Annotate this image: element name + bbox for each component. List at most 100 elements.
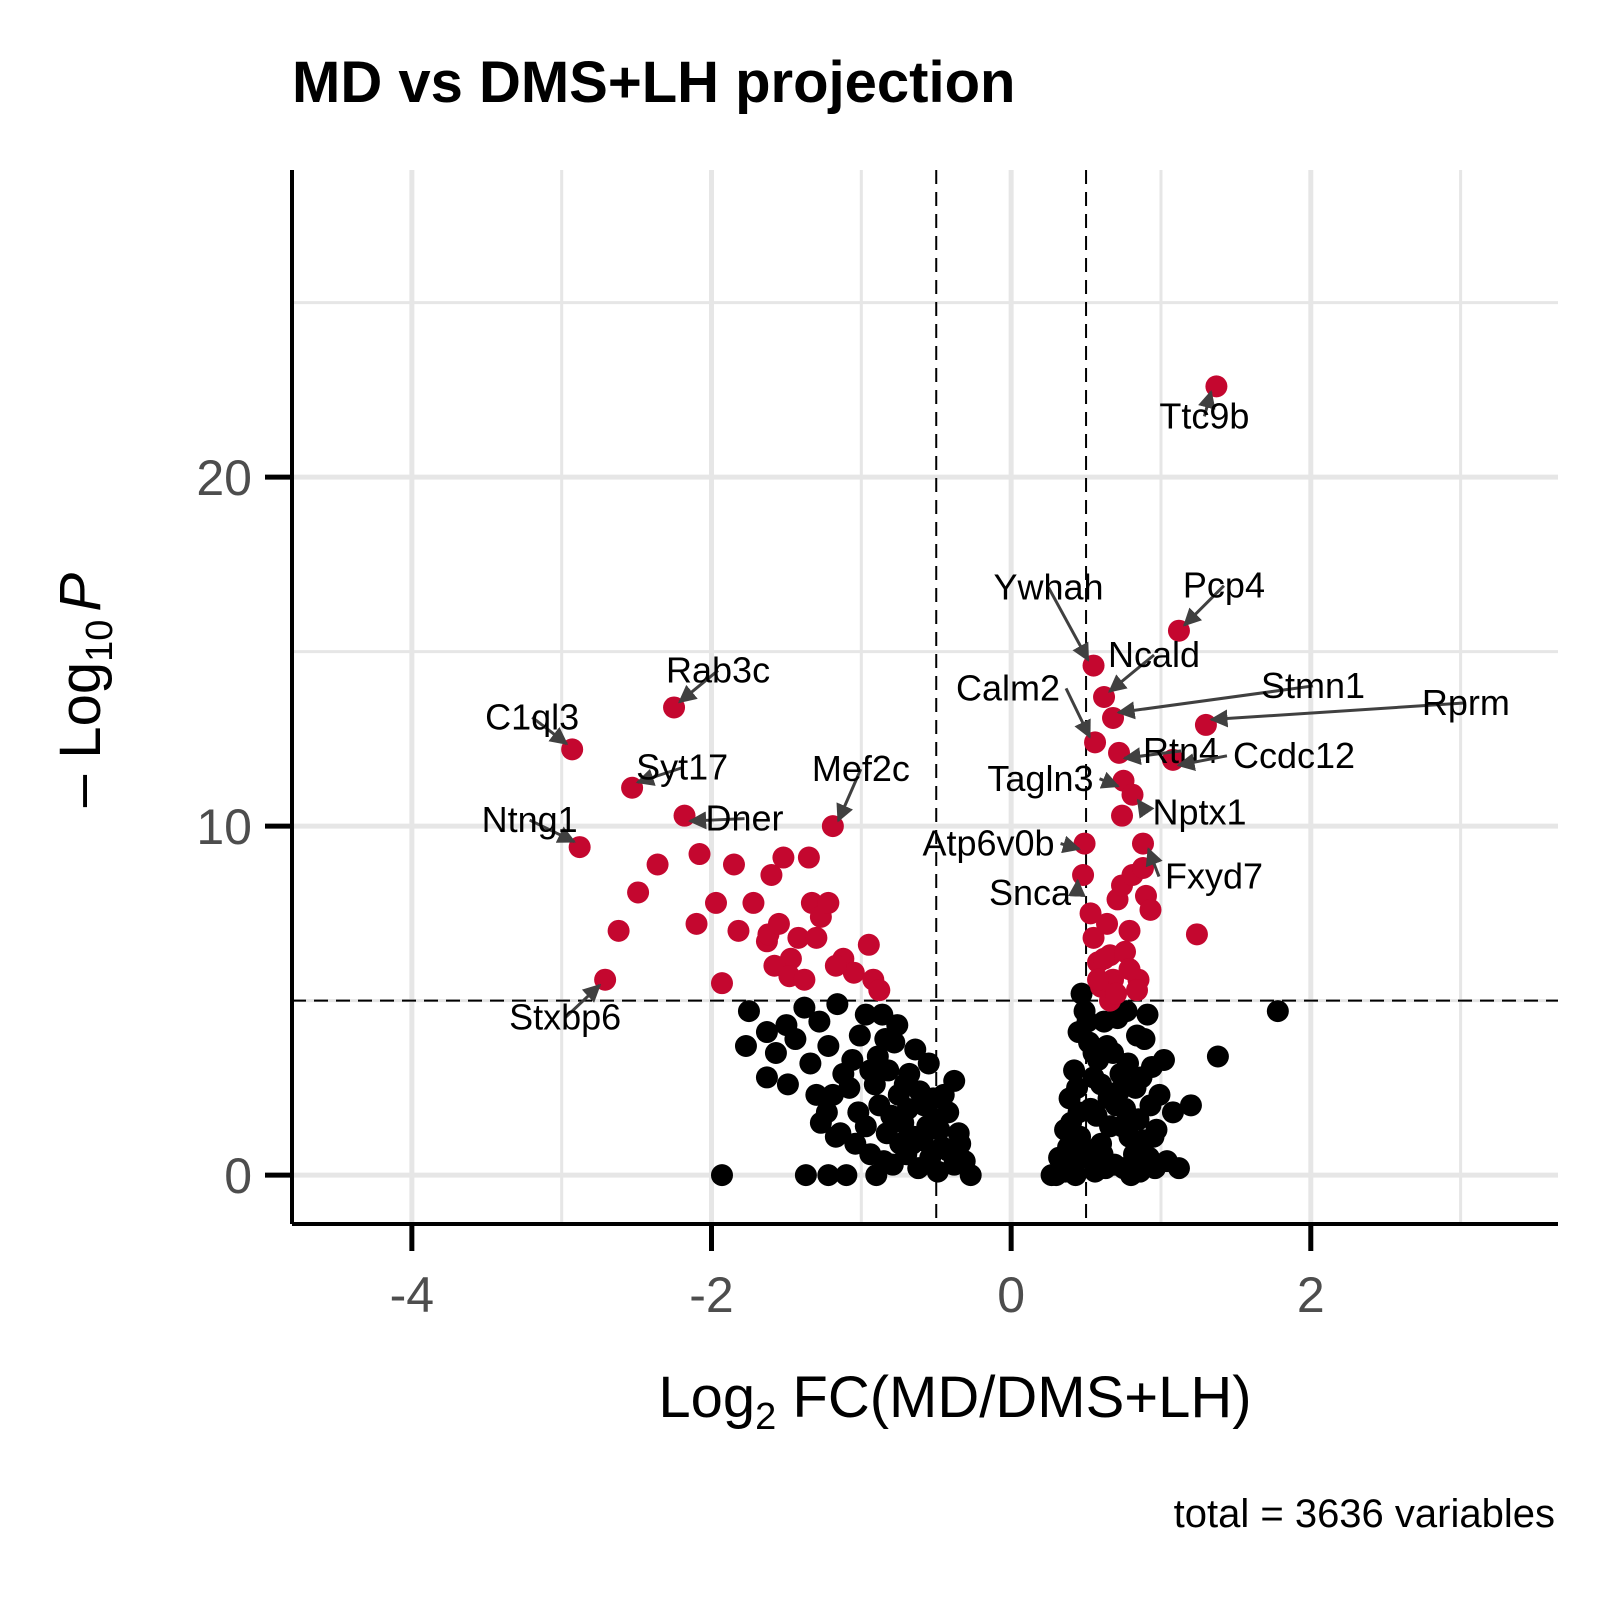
ns-point [1072,1136,1095,1159]
leader-line-c1ql3 [531,716,569,746]
leader-line-mef2c [836,768,863,823]
significant-point [1105,982,1128,1005]
leader-line-ywhah [1047,586,1090,662]
significant-point [1093,947,1116,970]
cutoff-lines [292,170,1558,1224]
leader-line-nptx1 [1136,798,1155,819]
ns-point [737,1000,760,1023]
significant-point [1185,923,1208,946]
significant-point [787,926,810,949]
gene-label-mef2c: Mef2c [812,748,910,789]
leader-line-stxbp6 [564,983,602,1019]
y-tick-label: 0 [224,1148,252,1204]
ns-point [1105,1094,1128,1117]
significant-point [1082,926,1105,949]
significant-point [797,846,820,869]
y-tick-label: 10 [196,799,252,855]
labeled-point-rtn4 [1108,741,1131,764]
ns-point [1136,1003,1159,1026]
leader-line-stmn1 [1116,684,1314,720]
significant-point [627,881,650,904]
gene-label-pcp4: Pcp4 [1183,565,1265,606]
caption-total-variables: total = 3636 variables [1174,1492,1555,1536]
ns-point [1045,1164,1068,1187]
ns-point [859,1059,882,1082]
ns-point [1117,1052,1140,1075]
ns-point [805,1083,828,1106]
gene-label-ywhah: Ywhah [994,567,1104,608]
ns-point [1124,1076,1147,1099]
ns-point [1131,1129,1154,1152]
significant-point [1131,857,1154,880]
significant-point [1079,902,1102,925]
significant-point [793,968,816,991]
significant-point [857,933,880,956]
ns-point [799,1052,822,1075]
leader-line-fxyd7 [1145,847,1163,878]
significant-point [779,947,802,970]
significant-point [607,919,630,942]
gene-label-ccdc12: Ccdc12 [1233,735,1355,776]
ns-point [841,1048,864,1071]
ns-point [932,1083,955,1106]
significant-point [710,972,733,995]
ns-point [1206,1045,1229,1068]
ns-point [1140,1055,1163,1078]
x-tick-label: 2 [1297,1267,1325,1323]
leader-line-rtn4 [1122,747,1182,766]
ns-point [1067,1101,1090,1124]
ns-point [826,993,849,1016]
ns-point [809,1111,832,1134]
ns-point [1096,1035,1119,1058]
significant-point [805,926,828,949]
leader-line-syt17 [635,766,683,786]
ns-point [710,1164,733,1187]
significant-point [817,891,840,914]
gene-label-nptx1: Nptx1 [1153,792,1247,833]
ns-point [755,1066,778,1089]
significant-point [1125,979,1148,1002]
significant-point [760,863,783,886]
ns-point [808,1010,831,1033]
ns-point [854,1003,877,1026]
ns-point [959,1164,982,1187]
gene-label-stxbp6: Stxbp6 [509,997,621,1038]
ns-point [835,1164,858,1187]
gene-label-rab3c: Rab3c [666,649,770,690]
ns-point [824,1125,847,1148]
significant-point [646,853,669,876]
ns-point [794,1164,817,1187]
leader-line-rab3c [678,669,719,704]
ns-point [1093,1010,1116,1033]
ns-point [1063,1059,1086,1082]
ns-point [1076,1010,1099,1033]
significant-point [842,961,865,984]
significant-point [1118,919,1141,942]
gene-label-snca: Snca [989,872,1072,913]
gene-label-ttc9b: Ttc9b [1159,395,1249,436]
labeled-point-dner [673,804,696,827]
ns-point [1125,1024,1148,1047]
ns-point [776,1073,799,1096]
ns-point [1161,1101,1184,1124]
leader-line-dner [688,811,745,830]
y-tick-label: 20 [196,450,252,506]
gene-label-fxyd7: Fxyd7 [1165,856,1263,897]
ns-point [847,1101,870,1124]
ns-point [880,1104,903,1127]
ns-point [1066,1076,1089,1099]
significant-point [722,853,745,876]
gene-label-ntng1: Ntng1 [482,799,578,840]
gene-label-dner: Dner [706,798,784,839]
significant-point [767,912,790,935]
gene-label-tagln3: Tagln3 [987,758,1093,799]
leader-line-tagln3 [1098,771,1120,789]
axes [290,170,1558,1226]
gene-label-atp6v0b: Atp6v0b [922,823,1054,864]
gene-label-syt17: Syt17 [636,747,728,788]
ns-point [872,1150,895,1173]
ns-point [877,1059,900,1082]
ns-point [1139,1094,1162,1117]
labeled-point-ttc9b [1205,375,1228,398]
